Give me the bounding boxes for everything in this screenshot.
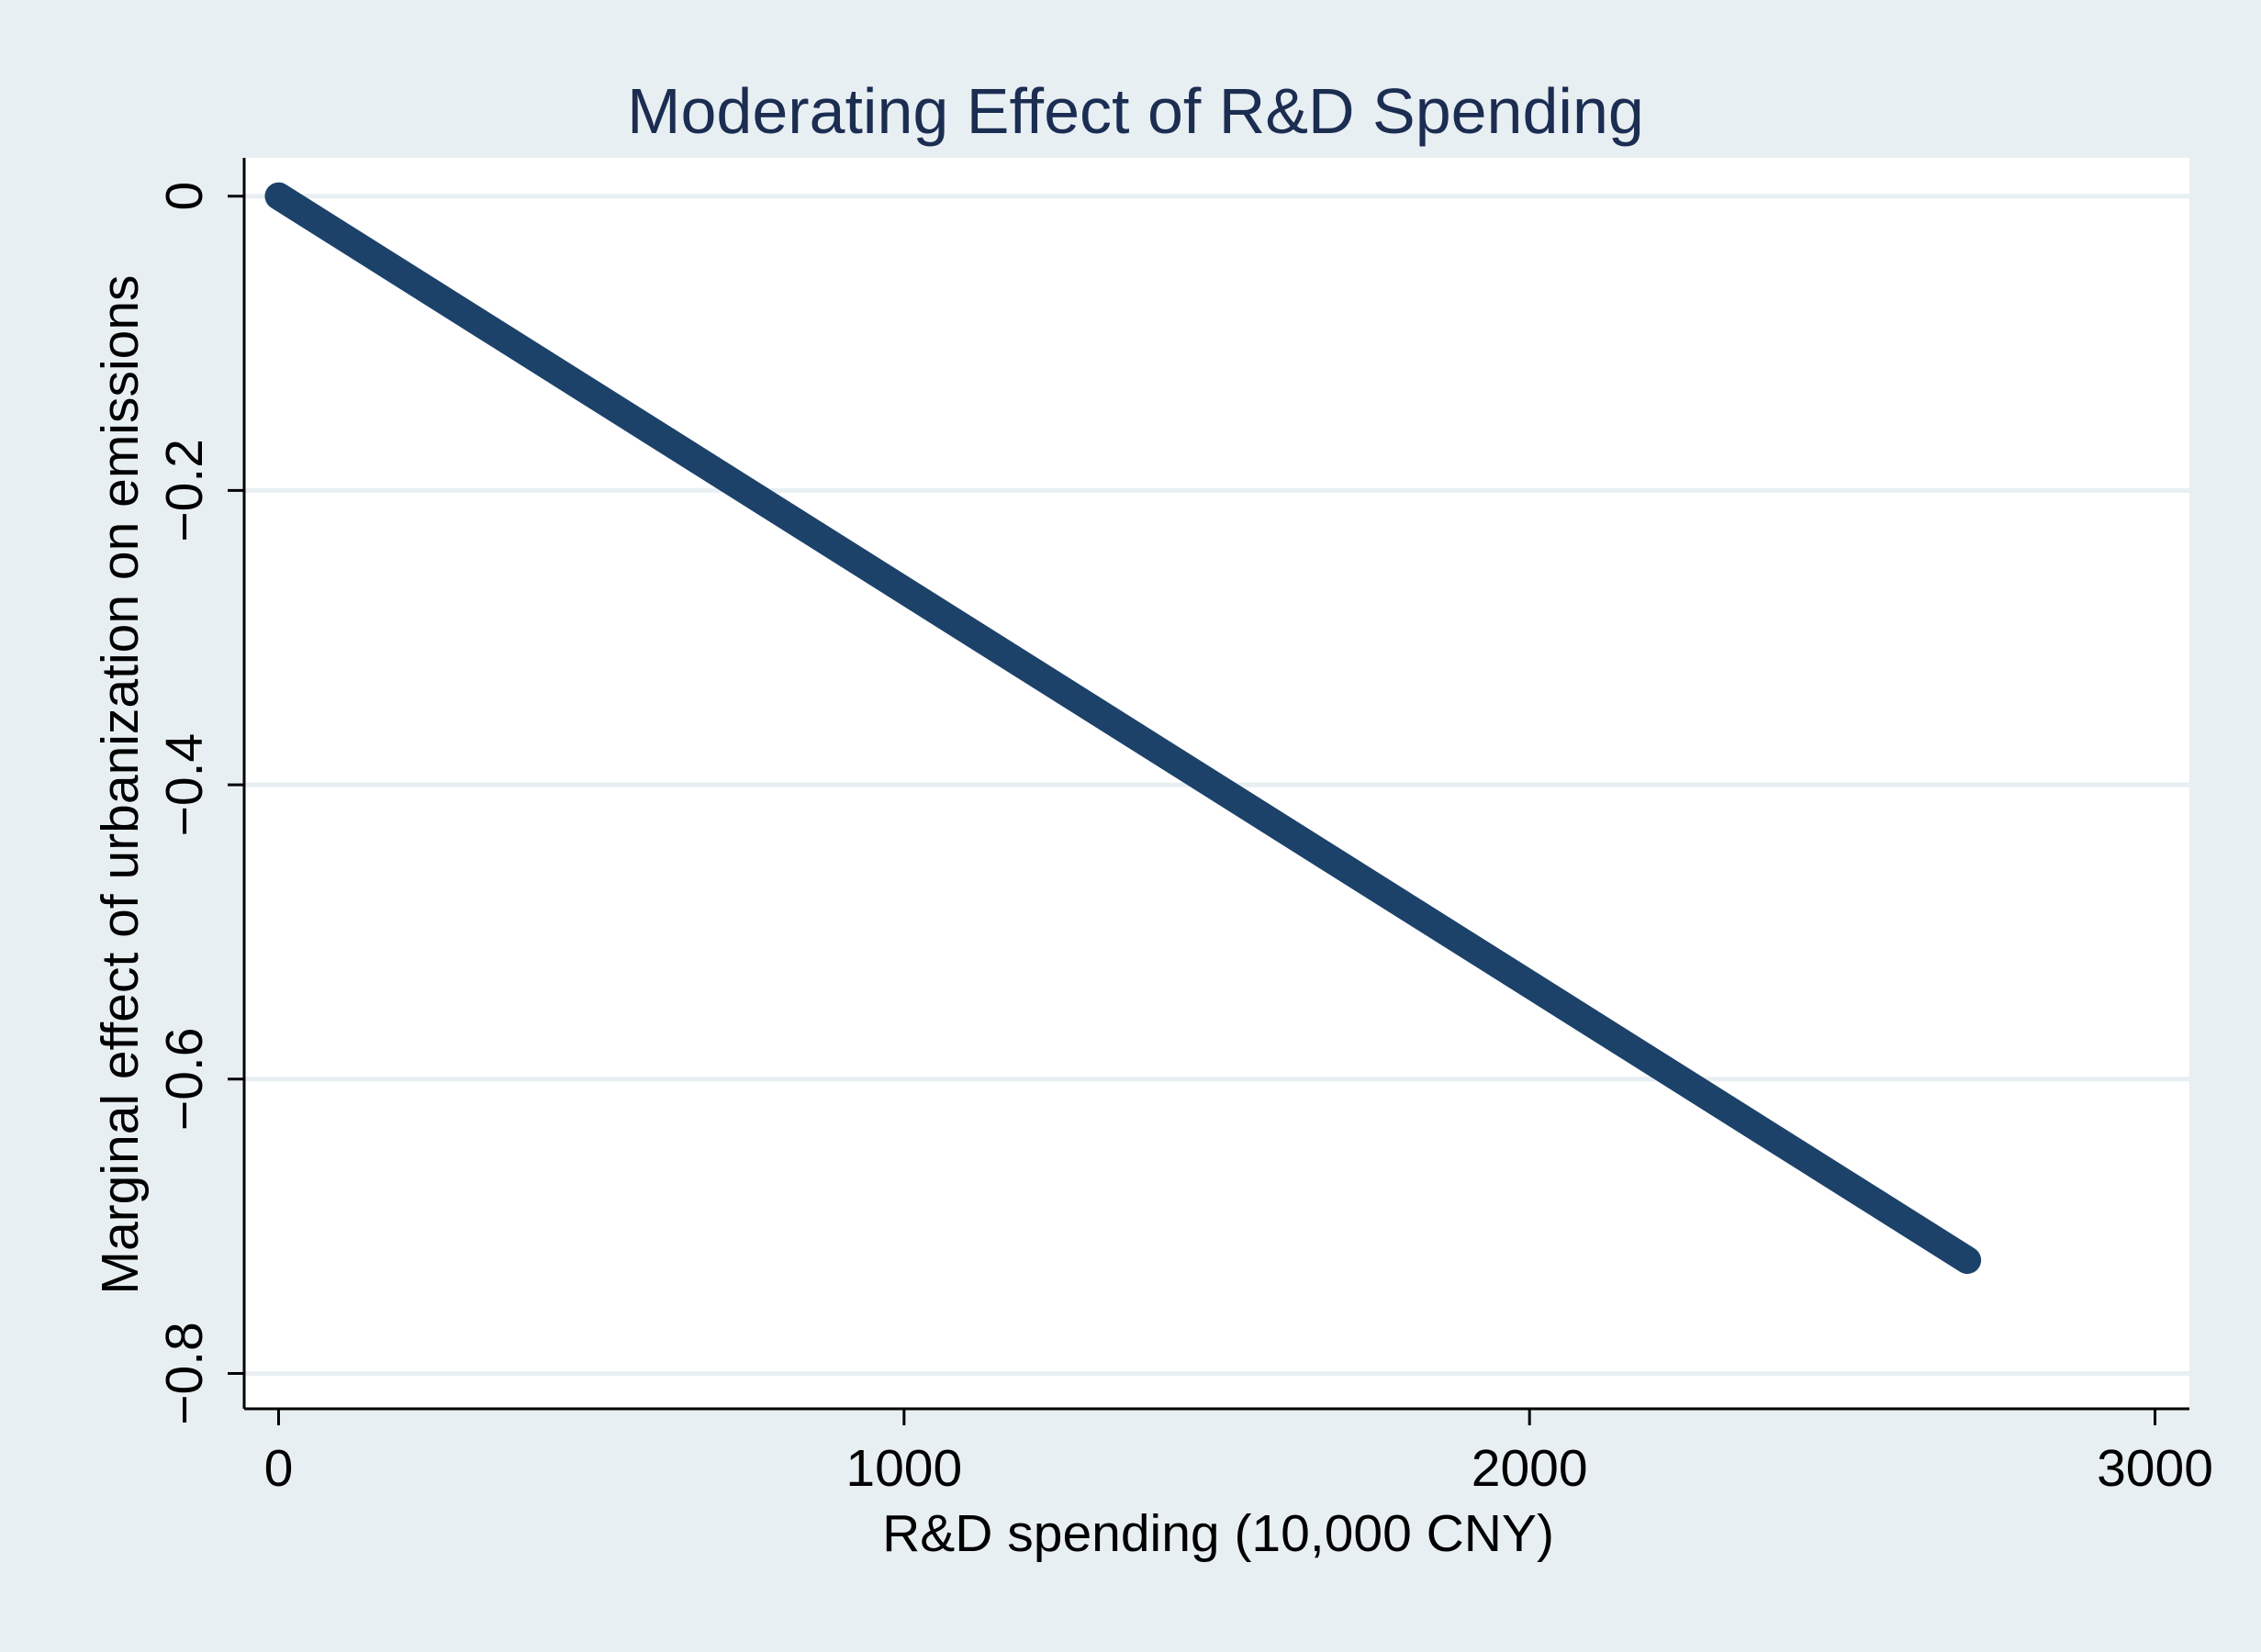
x-tick-label: 3000 <box>2097 1439 2213 1498</box>
y-tick-label: 0 <box>155 182 214 211</box>
chart-title: Moderating Effect of R&D Spending <box>627 75 1644 147</box>
y-tick-label: −0.8 <box>155 1322 214 1425</box>
y-tick-label: −0.2 <box>155 439 214 542</box>
x-axis-title: R&D spending (10,000 CNY) <box>882 1504 1554 1563</box>
y-tick-label: −0.4 <box>155 733 214 837</box>
x-tick-label: 2000 <box>1472 1439 1588 1498</box>
x-tick-label: 1000 <box>845 1439 962 1498</box>
series-layer <box>264 182 1982 1275</box>
tick-labels: 0 −0.2 −0.4 −0.6 −0.8 0 1000 2000 3000 <box>155 182 2213 1498</box>
y-tick-label: −0.6 <box>155 1028 214 1132</box>
axes <box>228 158 2189 1425</box>
series-line <box>264 182 1982 1275</box>
x-tick-label: 0 <box>264 1439 294 1498</box>
y-axis-title: Marginal effect of urbanization on emiss… <box>91 274 150 1294</box>
